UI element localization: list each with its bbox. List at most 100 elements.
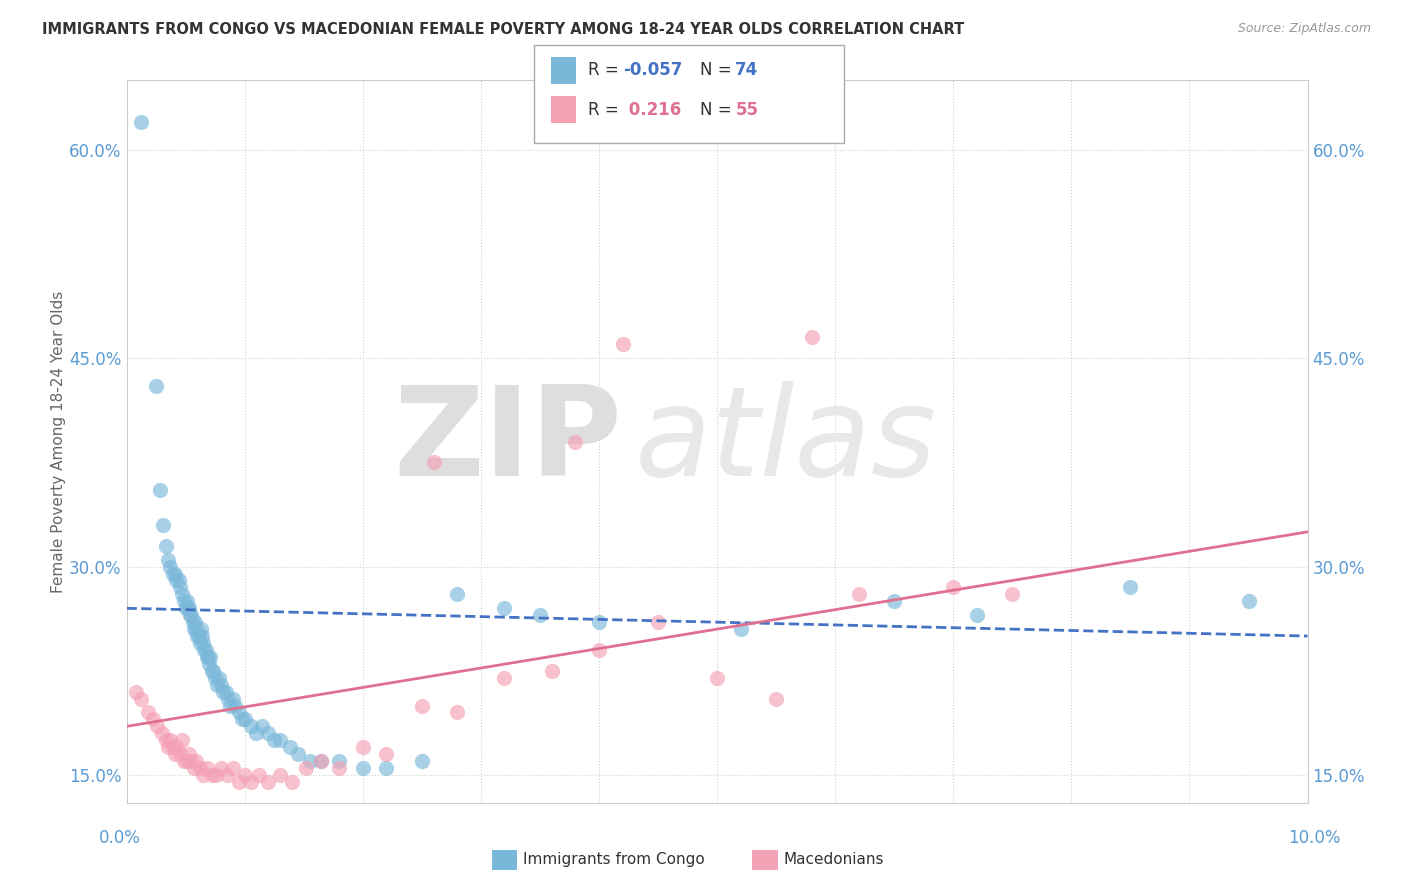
Point [204, 671, 226, 685]
Point [149, 483, 172, 498]
Point [446, 706, 468, 720]
Point [180, 754, 202, 768]
Point [169, 747, 191, 761]
Point [706, 671, 728, 685]
Point [163, 747, 186, 761]
Point [942, 581, 965, 595]
Point [201, 664, 224, 678]
Point [193, 768, 215, 782]
Point [263, 733, 285, 747]
Point [212, 684, 235, 698]
Point [186, 629, 208, 643]
Point [198, 657, 221, 671]
Point [176, 594, 198, 608]
Point [800, 330, 823, 344]
Point [848, 587, 870, 601]
Point [1119, 581, 1142, 595]
Point [287, 747, 309, 761]
Point [170, 587, 193, 601]
Point [156, 552, 179, 566]
Point [162, 740, 184, 755]
Point [195, 649, 218, 664]
Point [215, 684, 238, 698]
Point [224, 698, 246, 713]
Point [231, 713, 253, 727]
Point [188, 761, 211, 775]
Point [183, 622, 205, 636]
Point [209, 761, 232, 775]
Point [170, 733, 193, 747]
Point [257, 726, 280, 740]
Point [529, 608, 551, 623]
Point [311, 754, 333, 768]
Text: Immigrants from Congo: Immigrants from Congo [523, 853, 704, 867]
Point [494, 601, 516, 615]
Point [281, 775, 304, 789]
Point [228, 775, 250, 789]
Point [311, 754, 333, 768]
Point [145, 379, 167, 393]
Text: IMMIGRANTS FROM CONGO VS MACEDONIAN FEMALE POVERTY AMONG 18-24 YEAR OLDS CORRELA: IMMIGRANTS FROM CONGO VS MACEDONIAN FEMA… [42, 22, 965, 37]
Point [215, 768, 238, 782]
Point [494, 671, 516, 685]
Point [612, 337, 634, 351]
Point [200, 664, 222, 678]
Point [278, 740, 301, 755]
Point [184, 615, 207, 630]
Point [883, 594, 905, 608]
Text: Source: ZipAtlas.com: Source: ZipAtlas.com [1237, 22, 1371, 36]
Point [411, 754, 433, 768]
Point [375, 761, 398, 775]
Point [179, 747, 201, 761]
Point [247, 768, 270, 782]
Point [129, 691, 152, 706]
Point [1237, 594, 1260, 608]
Point [193, 643, 215, 657]
Text: 55: 55 [735, 101, 758, 119]
Text: 74: 74 [735, 62, 759, 79]
Point [205, 768, 228, 782]
Point [162, 566, 184, 581]
Point [257, 775, 280, 789]
Point [239, 719, 262, 733]
Point [194, 643, 217, 657]
Point [173, 594, 195, 608]
Point [155, 733, 177, 747]
Point [167, 574, 190, 588]
Point [179, 601, 201, 615]
Point [193, 636, 215, 650]
Text: 0.0%: 0.0% [98, 829, 141, 847]
Point [181, 615, 204, 630]
Point [233, 713, 256, 727]
Text: 0.216: 0.216 [623, 101, 681, 119]
Point [219, 698, 242, 713]
Point [173, 754, 195, 768]
Point [177, 601, 200, 615]
Text: ZIP: ZIP [394, 381, 623, 502]
Point [328, 754, 350, 768]
Point [208, 671, 231, 685]
Point [375, 747, 398, 761]
Point [169, 581, 191, 595]
Point [186, 754, 208, 768]
Point [540, 664, 562, 678]
Point [765, 691, 787, 706]
Point [197, 649, 219, 664]
Point [446, 587, 468, 601]
Point [730, 622, 752, 636]
Text: N =: N = [700, 101, 737, 119]
Point [155, 539, 177, 553]
Point [1001, 587, 1024, 601]
Point [422, 455, 444, 469]
Point [328, 761, 350, 775]
Point [200, 649, 222, 664]
Point [188, 636, 211, 650]
Point [200, 768, 222, 782]
Point [245, 726, 267, 740]
Point [159, 559, 181, 574]
Point [411, 698, 433, 713]
Point [186, 622, 208, 636]
Point [222, 691, 245, 706]
Point [239, 775, 262, 789]
Point [217, 691, 239, 706]
